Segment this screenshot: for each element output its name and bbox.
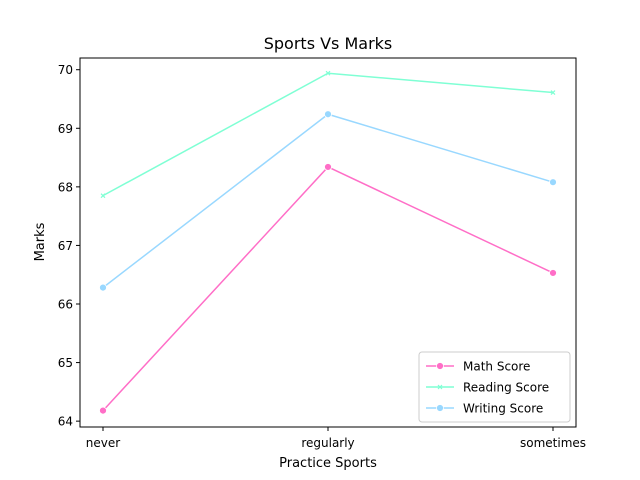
data-point-1 <box>550 90 556 95</box>
data-point-0 <box>99 406 107 415</box>
series-line-2 <box>102 113 554 289</box>
data-point-2 <box>549 178 557 187</box>
legend-label: Reading Score <box>463 381 549 395</box>
y-tick-label: 66 <box>58 298 73 312</box>
legend-box <box>418 351 571 423</box>
x-tick-label: regularly <box>301 436 354 450</box>
legend-marker <box>437 384 443 390</box>
data-point-2 <box>324 110 332 119</box>
legend-entry: Math Score <box>426 360 530 374</box>
legend-marker <box>436 362 444 370</box>
y-tick-label: 68 <box>58 180 73 194</box>
data-point-2 <box>99 283 107 292</box>
legend-label: Math Score <box>463 360 530 374</box>
x-axis-label: Practice Sports <box>279 456 377 471</box>
legend-entry: Reading Score <box>426 381 549 395</box>
data-point-1 <box>325 70 331 76</box>
plot-layer <box>99 70 557 415</box>
y-axis-label: Marks <box>33 222 48 261</box>
axis-layer: 64 65 66 67 68 69 70 never regularly sometimes <box>58 63 586 450</box>
data-point-0 <box>549 269 557 277</box>
y-tick-label: 64 <box>58 415 73 429</box>
legend-marker <box>436 404 444 412</box>
legend: Math Score Reading Score Writing Score <box>418 351 571 423</box>
y-tick-label: 69 <box>58 122 73 136</box>
series-line-1 <box>102 72 554 197</box>
data-point-1 <box>100 193 106 199</box>
x-tick-label: never <box>86 436 120 450</box>
chart-title: Sports Vs Marks <box>264 34 393 53</box>
y-tick-label: 65 <box>58 356 73 370</box>
legend-label: Writing Score <box>463 402 543 416</box>
legend-entry: Writing Score <box>426 402 543 416</box>
y-tick-label: 70 <box>58 63 73 77</box>
y-tick-label: 67 <box>58 239 73 253</box>
x-tick-label: sometimes <box>520 436 586 450</box>
data-point-0 <box>324 163 332 171</box>
